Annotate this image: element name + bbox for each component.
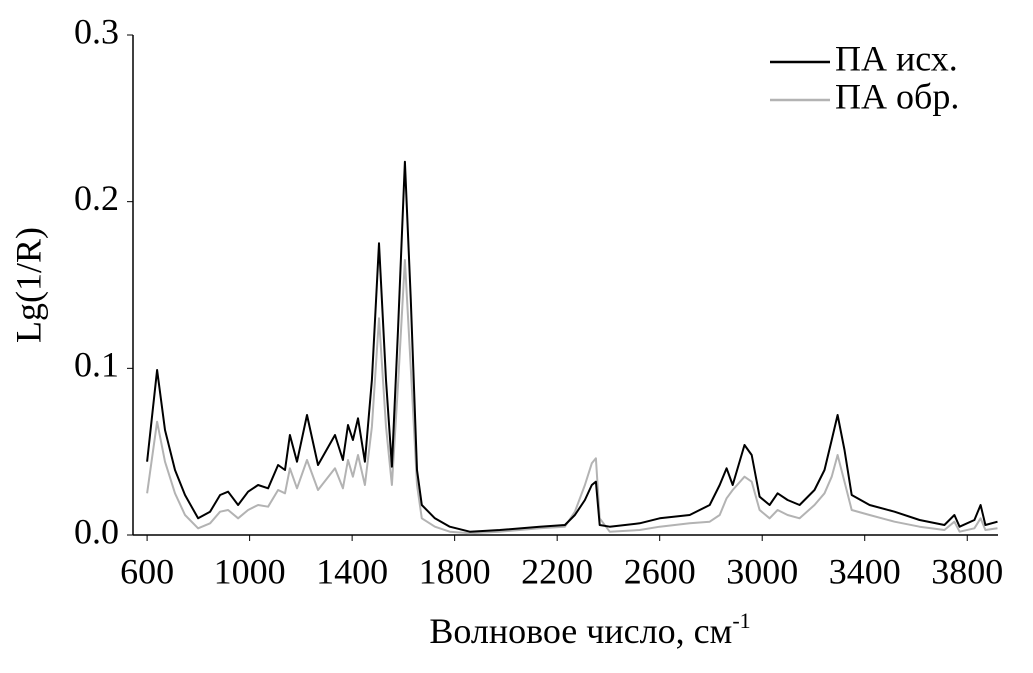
y-tick-label: 0.2	[74, 178, 119, 218]
x-tick-label: 600	[120, 551, 174, 591]
y-tick-label: 0.0	[74, 511, 119, 551]
x-axis-label-text: Волновое число, см	[429, 611, 732, 651]
x-tick-label: 1800	[419, 551, 491, 591]
x-tick-label: 2200	[521, 551, 593, 591]
x-tick-label: 2600	[624, 551, 696, 591]
x-tick-label: 3000	[726, 551, 798, 591]
y-tick-label: 0.1	[74, 345, 119, 385]
y-tick-label: 0.3	[74, 11, 119, 51]
series-line	[146, 160, 998, 533]
x-tick-label: 1400	[316, 551, 388, 591]
x-axis-label-sup: -1	[732, 608, 750, 633]
legend-label: ПА обр.	[835, 76, 959, 116]
series-line	[146, 259, 998, 535]
x-tick-label: 3400	[829, 551, 901, 591]
y-axis-label: Lg(1/R)	[8, 227, 48, 343]
x-tick-label: 1000	[214, 551, 286, 591]
x-tick-label: 3800	[931, 551, 1003, 591]
legend-label: ПА исх.	[835, 38, 958, 78]
x-axis-label: Волновое число, см-1	[429, 608, 750, 651]
